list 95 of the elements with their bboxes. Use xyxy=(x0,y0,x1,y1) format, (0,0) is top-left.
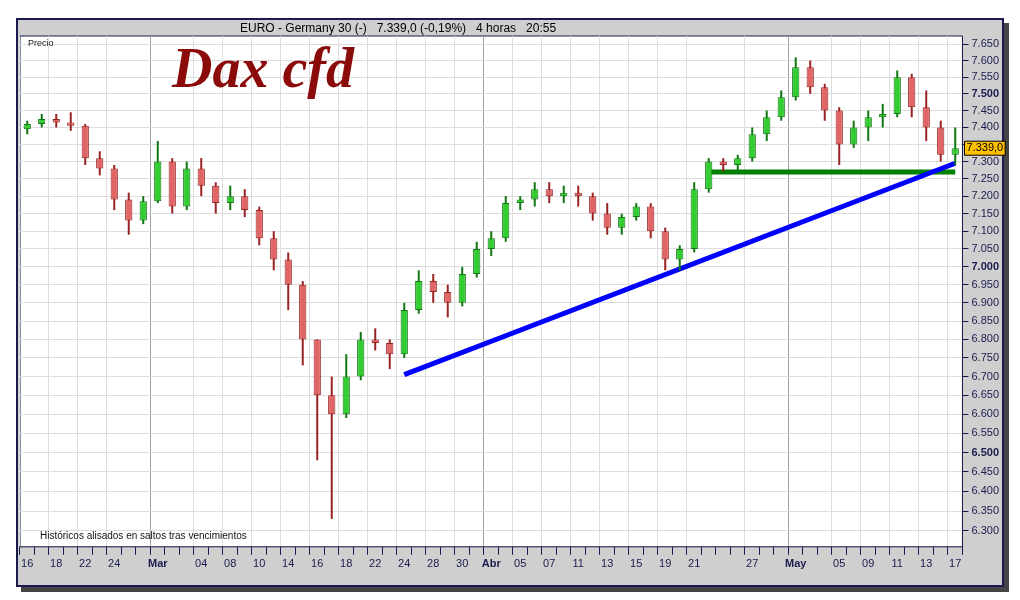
candlestick xyxy=(270,230,278,272)
x-tick-label: Mar xyxy=(147,557,169,570)
x-tick-label: 11 xyxy=(572,557,584,570)
y-tick-label: 7.500 xyxy=(971,86,999,99)
y-tick-label: 6.300 xyxy=(971,523,999,536)
candlestick xyxy=(125,191,133,236)
y-tick-label: 6.700 xyxy=(971,369,999,382)
candlestick xyxy=(763,109,771,143)
x-tick-label: Abr xyxy=(481,557,502,570)
y-tick-label: 7.150 xyxy=(971,206,999,219)
candlestick xyxy=(284,251,292,312)
candlestick xyxy=(429,272,437,304)
candlestick xyxy=(386,338,394,371)
candlestick xyxy=(603,202,611,236)
candlestick xyxy=(951,126,959,166)
x-tick-label: 30 xyxy=(456,557,469,570)
x-tick-label: 18 xyxy=(340,557,353,570)
candlestick xyxy=(806,59,814,95)
candlestick xyxy=(241,188,249,219)
x-tick-label: 07 xyxy=(543,557,556,570)
annotation: Históricos alisados en saltos tras vencimientos xyxy=(40,530,247,541)
candlestick xyxy=(922,89,930,143)
candlestick xyxy=(531,181,539,208)
candlestick xyxy=(371,327,379,352)
y-tick-label: 7.600 xyxy=(971,53,999,66)
x-tick-label: 27 xyxy=(746,557,759,570)
x-tick-label: 24 xyxy=(108,557,121,570)
candlestick xyxy=(139,195,147,226)
y-axis-title: Precio xyxy=(28,38,54,48)
y-tick-label: 7.100 xyxy=(971,224,999,237)
x-tick-label: 16 xyxy=(311,557,324,570)
y-tick-label: 7.050 xyxy=(971,241,999,254)
candlestick xyxy=(618,212,626,236)
x-tick-label: 10 xyxy=(253,557,266,570)
candlestick xyxy=(67,111,75,132)
x-tick-label: 17 xyxy=(949,557,962,570)
y-tick-label: 6.800 xyxy=(971,332,999,345)
candlestick xyxy=(328,375,336,520)
candlestick xyxy=(748,126,756,163)
x-tick-label: 15 xyxy=(630,557,643,570)
y-tick-label: 7.550 xyxy=(971,70,999,83)
y-tick-label: 6.950 xyxy=(971,277,999,290)
candlestick xyxy=(212,181,220,215)
candlestick xyxy=(545,181,553,205)
y-tick-label: 6.600 xyxy=(971,407,999,420)
x-tick-label: 09 xyxy=(862,557,875,570)
x-tick-label: 11 xyxy=(891,557,903,570)
x-tick-label: 05 xyxy=(833,557,846,570)
x-tick-label: 13 xyxy=(920,557,933,570)
candlestick xyxy=(197,157,205,198)
y-tick-label: 7.000 xyxy=(971,259,999,272)
chart-subtitle: EURO - Germany 30 (-) 7.339,0 (-0,19%) 4 horas 20:55 xyxy=(240,21,557,35)
y-tick-label: 6.350 xyxy=(971,504,999,517)
y-tick-label: 7.650 xyxy=(971,37,999,50)
y-tick-label: 7.250 xyxy=(971,171,999,184)
y-tick-label: 6.400 xyxy=(971,484,999,497)
x-tick-label: 04 xyxy=(195,557,208,570)
x-tick-label: 19 xyxy=(659,557,672,570)
y-tick-label: 6.850 xyxy=(971,314,999,327)
y-tick-label: 7.300 xyxy=(971,154,999,167)
candlestick xyxy=(473,240,481,279)
y-tick-label: 6.900 xyxy=(971,295,999,308)
candlestick xyxy=(676,244,684,272)
x-tick-label: 28 xyxy=(427,557,440,570)
x-tick-label: 14 xyxy=(282,557,295,570)
y-tick-label: 7.200 xyxy=(971,189,999,202)
candlestick xyxy=(850,119,858,149)
y-tick-label: 7.450 xyxy=(971,103,999,116)
candlestick xyxy=(821,82,829,122)
y-tick-label: 6.550 xyxy=(971,426,999,439)
x-tick-label: 13 xyxy=(601,557,614,570)
y-tick-label: 6.650 xyxy=(971,388,999,401)
candlestick xyxy=(226,184,234,212)
annotation: 7.339,0 xyxy=(966,141,1004,154)
x-tick-label: 22 xyxy=(369,557,382,570)
candlestick xyxy=(864,109,872,143)
y-tick-label: 7.400 xyxy=(971,120,999,133)
y-tick-label: 6.500 xyxy=(971,445,999,458)
candlestick xyxy=(647,202,655,240)
x-tick-label: 18 xyxy=(50,557,63,570)
x-tick-label: 21 xyxy=(688,557,701,570)
x-tick-label: May xyxy=(785,557,808,570)
x-tick-label: 08 xyxy=(224,557,237,570)
candlestick xyxy=(777,89,785,122)
x-tick-label: 05 xyxy=(514,557,527,570)
candlestick xyxy=(96,150,104,177)
y-tick-label: 6.450 xyxy=(971,464,999,477)
candlestick xyxy=(589,191,597,222)
chart-title: Dax cfd xyxy=(172,36,354,100)
candlestick xyxy=(487,230,495,258)
y-tick-label: 6.750 xyxy=(971,350,999,363)
candlestick xyxy=(444,283,452,319)
x-tick-label: 16 xyxy=(21,557,34,570)
x-tick-label: 22 xyxy=(79,557,92,570)
x-tick-label: 24 xyxy=(398,557,411,570)
